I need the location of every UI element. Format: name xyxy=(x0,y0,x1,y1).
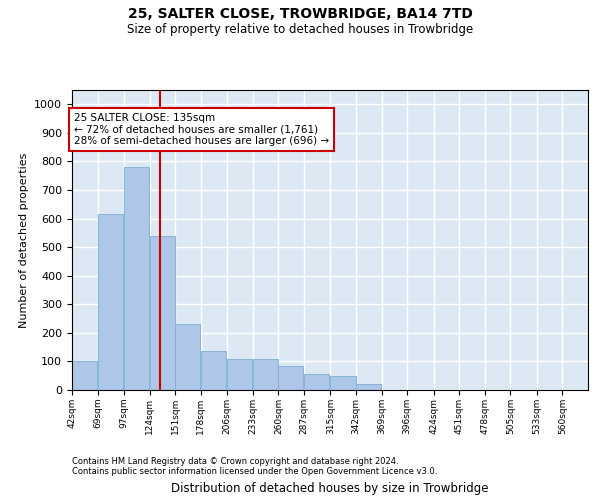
Bar xyxy=(331,376,356,390)
Text: 25, SALTER CLOSE, TROWBRIDGE, BA14 7TD: 25, SALTER CLOSE, TROWBRIDGE, BA14 7TD xyxy=(128,8,472,22)
Text: Size of property relative to detached houses in Trowbridge: Size of property relative to detached ho… xyxy=(127,22,473,36)
Bar xyxy=(304,374,329,390)
Text: Distribution of detached houses by size in Trowbridge: Distribution of detached houses by size … xyxy=(171,482,489,495)
Bar xyxy=(72,362,97,390)
Bar xyxy=(98,214,122,390)
Text: Contains public sector information licensed under the Open Government Licence v3: Contains public sector information licen… xyxy=(72,468,437,476)
Bar xyxy=(149,236,175,390)
Bar xyxy=(278,366,304,390)
Bar xyxy=(175,324,200,390)
Text: 25 SALTER CLOSE: 135sqm
← 72% of detached houses are smaller (1,761)
28% of semi: 25 SALTER CLOSE: 135sqm ← 72% of detache… xyxy=(74,113,329,146)
Bar xyxy=(201,352,226,390)
Bar xyxy=(253,358,278,390)
Text: Contains HM Land Registry data © Crown copyright and database right 2024.: Contains HM Land Registry data © Crown c… xyxy=(72,458,398,466)
Bar xyxy=(124,167,149,390)
Bar xyxy=(356,384,381,390)
Bar xyxy=(227,358,253,390)
Y-axis label: Number of detached properties: Number of detached properties xyxy=(19,152,29,328)
